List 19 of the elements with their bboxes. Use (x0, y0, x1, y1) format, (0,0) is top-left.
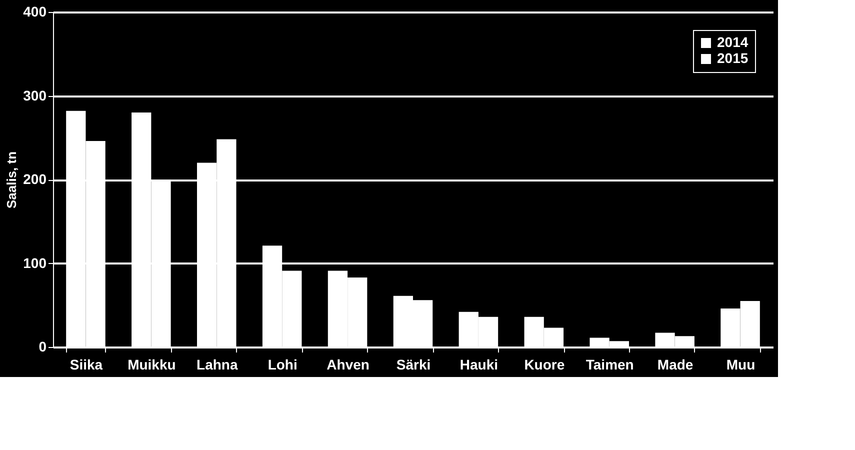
x-tick-label: Siika (70, 356, 103, 372)
x-tick-label: Kuore (524, 356, 565, 372)
y-tick-label: 400 (23, 4, 47, 20)
x-tick-label: Muu (726, 356, 756, 372)
x-tick-label: Muikku (128, 356, 176, 372)
x-tick-label: Made (657, 356, 694, 372)
y-axis-title: Saalis, tn (4, 151, 20, 209)
x-tick-label: Lahna (196, 356, 238, 372)
y-tick-label: 200 (23, 171, 47, 187)
x-tick-label: Lohi (268, 356, 298, 372)
x-tick-label: Särki (396, 356, 431, 372)
y-tick-label: 300 (23, 87, 47, 104)
y-tick-label: 0 (38, 338, 47, 354)
legend-label: 2015 (717, 50, 748, 66)
x-tick-label: Hauki (460, 356, 498, 372)
x-tick-label: Ahven (326, 356, 370, 372)
legend-label: 2014 (717, 34, 748, 50)
x-tick-label: Taimen (586, 356, 634, 372)
y-tick-label: 100 (23, 254, 47, 271)
